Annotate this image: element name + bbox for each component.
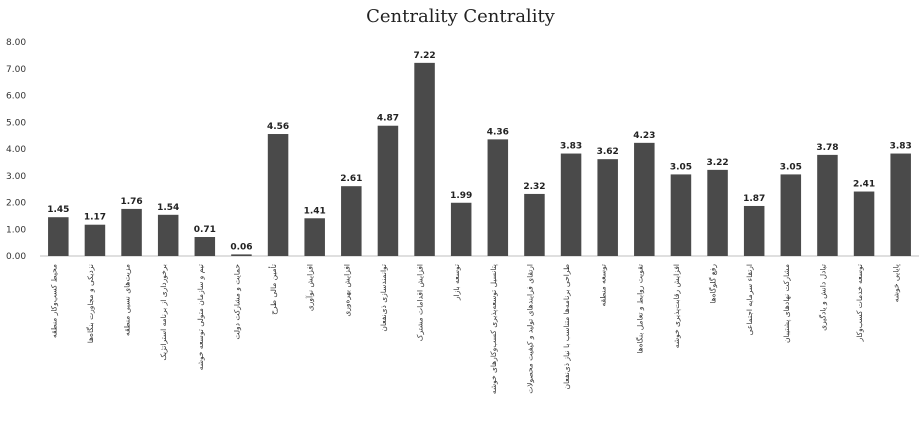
y-tick-label: 2.00	[6, 199, 26, 209]
y-tick-label: 1.00	[6, 225, 26, 235]
bar	[524, 193, 545, 256]
bar	[377, 125, 399, 256]
category-label: نزدیکی و مجاورت بنگاه‌ها	[86, 264, 95, 343]
data-label: 0.71	[194, 225, 216, 235]
category-label: ارتقای فرایندهای تولید و کیفیت محصولات	[525, 264, 534, 394]
data-label: 1.45	[47, 205, 69, 215]
bar	[157, 214, 179, 256]
category-label: مزیت‌های نسبی منطقه	[123, 264, 132, 336]
bar	[48, 217, 69, 256]
bar	[780, 174, 802, 256]
data-label: 1.99	[450, 191, 472, 201]
category-label: افزایش نوآوری	[305, 264, 315, 311]
data-label: 4.87	[377, 114, 399, 124]
category-label: پایایی خوشه	[892, 264, 901, 302]
data-label: 1.41	[304, 206, 326, 216]
y-axis: 0.00 1.00 2.00 3.00 4.00 5.00 6.00 7.00 8.00	[6, 38, 26, 262]
category-label: توسعه منطقه	[599, 264, 608, 307]
category-label: تأمین مالی طرح	[268, 264, 278, 315]
bar	[707, 169, 728, 256]
category-label: برخورداری از برنامه استراتژیک	[159, 264, 168, 361]
bar	[414, 62, 435, 256]
data-label: 1.76	[120, 197, 142, 207]
category-labels: محیط کسب‌وکار منطقه نزدیکی و مجاورت بنگاه…	[49, 264, 900, 395]
category-label: حمایت و مشارکت دولت	[232, 264, 241, 340]
data-label: 4.23	[633, 131, 655, 141]
data-label: 3.05	[780, 162, 802, 172]
data-label: 1.54	[157, 203, 179, 213]
bar	[341, 186, 362, 256]
bar	[267, 134, 289, 256]
data-label: 7.22	[413, 51, 435, 61]
y-tick-label: 0.00	[6, 252, 26, 262]
bar	[890, 153, 911, 256]
category-label: توسعه بازار	[452, 264, 461, 301]
category-label: تیم و سازمان متولی توسعه خوشه	[196, 264, 205, 370]
bar	[84, 224, 106, 256]
category-label: ارتقاء سرمایه اجتماعی	[745, 264, 754, 335]
bar	[194, 237, 216, 256]
bar	[634, 142, 655, 256]
bar	[487, 139, 509, 256]
data-label: 3.05	[670, 162, 692, 172]
data-label: 2.61	[340, 174, 362, 184]
data-label: 0.06	[230, 242, 252, 252]
y-tick-label: 7.00	[6, 65, 26, 75]
bar	[743, 205, 765, 256]
data-label: 3.83	[890, 142, 912, 152]
data-label: 3.83	[560, 142, 582, 152]
category-label: افزایش رقابت‌پذیری خوشه	[672, 264, 681, 348]
category-label: توسعه خدمات کسب‌وکار	[855, 264, 864, 342]
bar	[817, 154, 838, 256]
data-label: 4.56	[267, 122, 289, 132]
bar	[670, 174, 692, 256]
data-label: 4.36	[487, 127, 509, 137]
category-label: رفع گلوگاه‌ها	[709, 264, 718, 304]
bar	[231, 254, 252, 256]
category-label: مشارکت نهادهای پشتیبان	[782, 264, 791, 343]
category-label: محیط کسب‌وکار منطقه	[49, 264, 58, 338]
bars	[48, 62, 911, 256]
category-label: توانمندسازی ذی‌نفعان	[379, 264, 388, 332]
y-tick-label: 6.00	[6, 92, 26, 102]
y-tick-label: 5.00	[6, 118, 26, 128]
bar	[121, 208, 142, 256]
category-label: تبادل دانش و یادگیری	[818, 264, 827, 331]
category-label: طراحی برنامه‌ها متناسب با نیاز ذی‌نفعان	[562, 264, 571, 390]
bar	[450, 202, 472, 256]
bar	[304, 218, 325, 256]
data-label: 1.87	[743, 194, 765, 204]
data-label: 3.78	[816, 143, 838, 153]
data-label: 3.22	[706, 158, 728, 168]
bar	[560, 153, 582, 256]
category-label: پتانسیل توسعه‌پذیری کسب‌وکارهای خوشه	[489, 264, 498, 394]
data-label: 2.32	[523, 182, 545, 192]
data-labels: 1.45 1.17 1.76 1.54 0.71 0.06 4.56 1.41 2.61 4.87…	[47, 51, 912, 253]
y-tick-label: 8.00	[6, 38, 26, 48]
category-label: افزایش بهره‌وری	[342, 264, 351, 317]
data-label: 3.62	[597, 147, 619, 157]
category-label: افزایش اقدامات مشترک	[416, 264, 425, 341]
y-tick-label: 3.00	[6, 172, 26, 182]
category-label: تقویت روابط و تعامل بنگاه‌ها	[635, 264, 644, 354]
bar	[597, 159, 618, 256]
bar	[853, 191, 875, 256]
chart-title: Centrality Centrality	[366, 6, 555, 27]
data-label: 2.41	[853, 180, 875, 190]
data-label: 1.17	[84, 213, 106, 223]
y-tick-label: 4.00	[6, 145, 26, 155]
